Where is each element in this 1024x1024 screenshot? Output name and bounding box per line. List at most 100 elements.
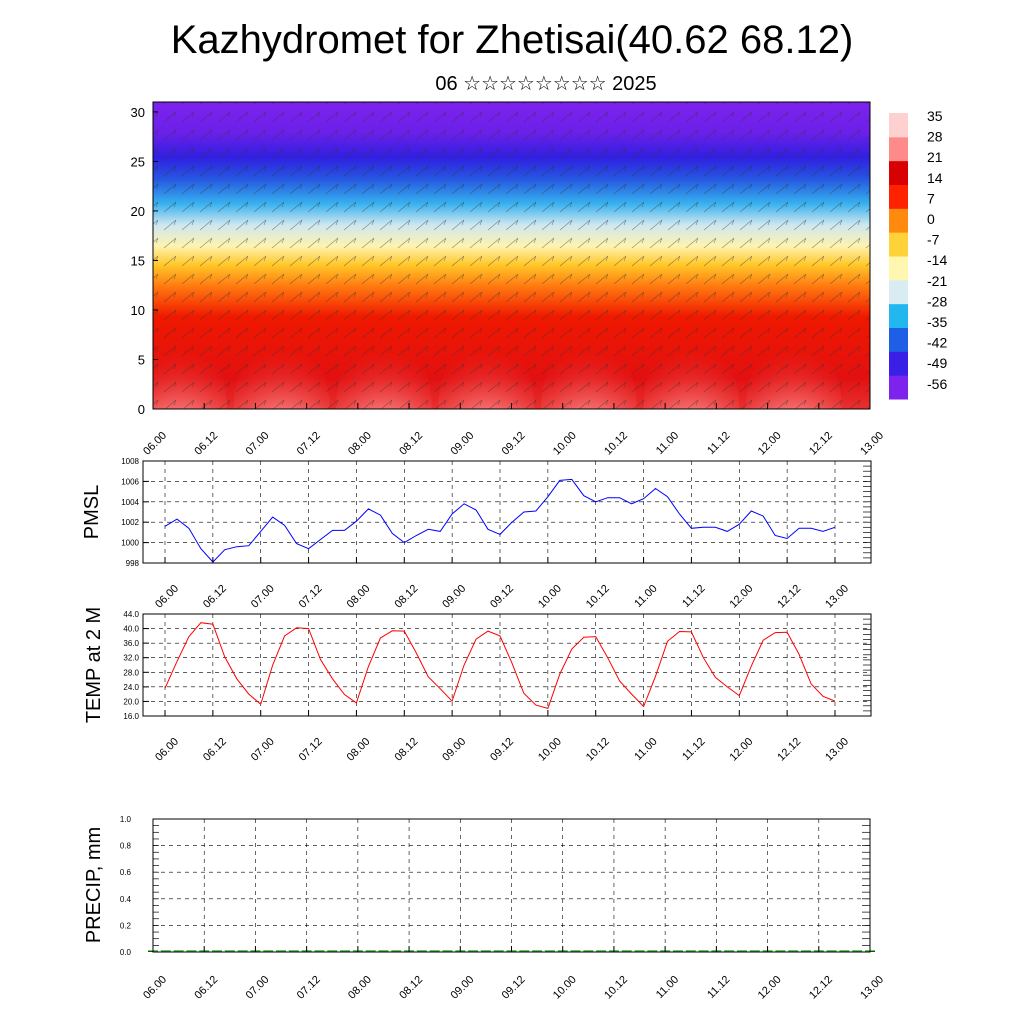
precip-bar: [621, 950, 632, 952]
precip-bar: [672, 950, 683, 952]
precip-bar: [800, 950, 811, 952]
x-tick-label: 07.00: [244, 430, 272, 458]
x-tick-label: 06.00: [153, 736, 181, 764]
x-tick-label: 07.00: [249, 736, 277, 764]
x-tick-label: 12.12: [807, 430, 835, 458]
x-tick-label: 11.12: [705, 430, 732, 457]
precip-bar: [583, 950, 594, 952]
x-tick-label: 07.12: [295, 974, 323, 1002]
x-tick-label: 10.00: [536, 736, 564, 764]
colorbar-tick-label: -56: [927, 376, 947, 392]
y-tick-label: 1004: [121, 498, 139, 507]
y-tick-label: 0.8: [120, 842, 132, 851]
precip-bar: [416, 950, 427, 952]
y-tick-label: 20.0: [123, 697, 139, 706]
x-tick-label: 13.00: [858, 974, 886, 1002]
precip-bar: [276, 950, 287, 952]
precip-bar: [378, 950, 389, 952]
x-tick-label: 08.00: [346, 974, 374, 1002]
precip-bar: [519, 950, 530, 952]
temperature-2m-chart: 16.0 20.0 24.0 28.0 32.0 36.0 40.0 44.0 06.00 06…: [83, 607, 872, 764]
precip-bar: [429, 950, 440, 952]
precip-bar: [852, 950, 863, 952]
y-tick-label: 20: [131, 204, 145, 219]
precip-bar: [634, 950, 645, 952]
precip-y-axis-label: PRECIP, mm: [83, 827, 105, 943]
x-tick-label: 08.00: [345, 736, 373, 764]
x-tick-label: 06.12: [192, 430, 220, 458]
x-tick-label: 09.12: [488, 583, 516, 611]
precip-bar: [237, 950, 248, 952]
colorbar-swatch: [889, 279, 908, 305]
x-tick-label: 10.12: [602, 974, 630, 1002]
precip-bar: [493, 950, 504, 952]
x-tick-label: 13.00: [823, 583, 851, 611]
y-tick-label: 1006: [121, 477, 139, 486]
precip-bar: [736, 950, 747, 952]
precip-bar: [391, 950, 402, 952]
colorbar-tick-label: 21: [927, 149, 943, 165]
x-tick-label: 11.00: [654, 430, 681, 457]
y-tick-label: 0.0: [120, 948, 132, 957]
x-tick-label: 06.12: [192, 974, 220, 1002]
temp-series-line: [164, 622, 836, 710]
x-tick-label: 06.12: [201, 583, 229, 611]
x-tick-label: 11.12: [680, 736, 707, 763]
precip-bar: [340, 950, 351, 952]
precip-bar: [224, 950, 235, 952]
colorbar-swatch: [889, 113, 908, 138]
colorbar-swatch: [889, 303, 908, 328]
x-tick-label: 11.12: [680, 583, 707, 610]
x-tick-label: 07.12: [297, 583, 325, 611]
y-tick-label: 25: [131, 154, 145, 169]
colorbar-tick-label: 35: [927, 108, 943, 124]
y-tick-label: 998: [126, 559, 140, 568]
y-tick-label: 1002: [121, 518, 139, 527]
precip-bar: [698, 950, 709, 952]
precip-bar: [685, 950, 696, 952]
precip-bar: [826, 950, 837, 952]
x-tick-label: 07.12: [295, 430, 323, 458]
colorbar-tick-label: -49: [927, 355, 947, 371]
precip-bar: [749, 950, 760, 952]
colorbar-swatch: [889, 256, 908, 281]
x-tick-label: 07.12: [297, 736, 325, 764]
precip-bar: [263, 950, 274, 952]
temp-y-axis-label: TEMP at 2 M: [83, 607, 105, 723]
wind-barbs-layer: [153, 102, 870, 409]
colorbar-swatch: [889, 327, 908, 352]
precip-bar: [570, 950, 581, 952]
colorbar-tick-label: -7: [927, 232, 940, 248]
x-tick-label: 07.00: [244, 974, 272, 1002]
y-tick-label: 30: [131, 105, 145, 120]
x-tick-label: 07.00: [249, 583, 277, 611]
colorbar-swatch: [889, 160, 908, 185]
x-tick-label: 12.00: [756, 430, 784, 458]
x-tick-label: 09.00: [448, 430, 476, 458]
colorbar-tick-label: 28: [927, 129, 943, 145]
y-tick-label: 0.6: [120, 868, 132, 877]
chart-subtitle: 06 ☆☆☆☆☆☆☆☆ 2025: [435, 73, 657, 95]
y-tick-label: 1008: [121, 457, 139, 466]
x-tick-label: 06.00: [141, 430, 169, 458]
x-tick-label: 12.12: [807, 974, 835, 1002]
colorbar-swatch: [889, 375, 908, 400]
y-tick-label: 0.4: [120, 895, 132, 904]
colorbar-swatch: [889, 232, 908, 257]
y-tick-label: 1000: [121, 539, 139, 548]
x-tick-label: 11.00: [632, 583, 659, 610]
x-tick-label: 08.12: [392, 736, 420, 764]
x-tick-label: 12.12: [775, 583, 803, 611]
x-tick-label: 08.12: [397, 974, 425, 1002]
colorbar-swatch: [889, 184, 908, 209]
y-tick-label: 32.0: [123, 654, 139, 663]
precip-bar: [468, 950, 479, 952]
x-tick-label: 13.00: [823, 736, 851, 764]
precip-bar: [480, 950, 491, 952]
y-tick-label: 40.0: [123, 625, 139, 634]
pmsl-y-axis-label: PMSL: [81, 485, 103, 539]
x-tick-label: 09.12: [500, 430, 528, 458]
temp-frame: [142, 613, 872, 717]
colorbar-tick-label: -35: [927, 314, 947, 330]
x-tick-label: 08.12: [397, 430, 425, 458]
